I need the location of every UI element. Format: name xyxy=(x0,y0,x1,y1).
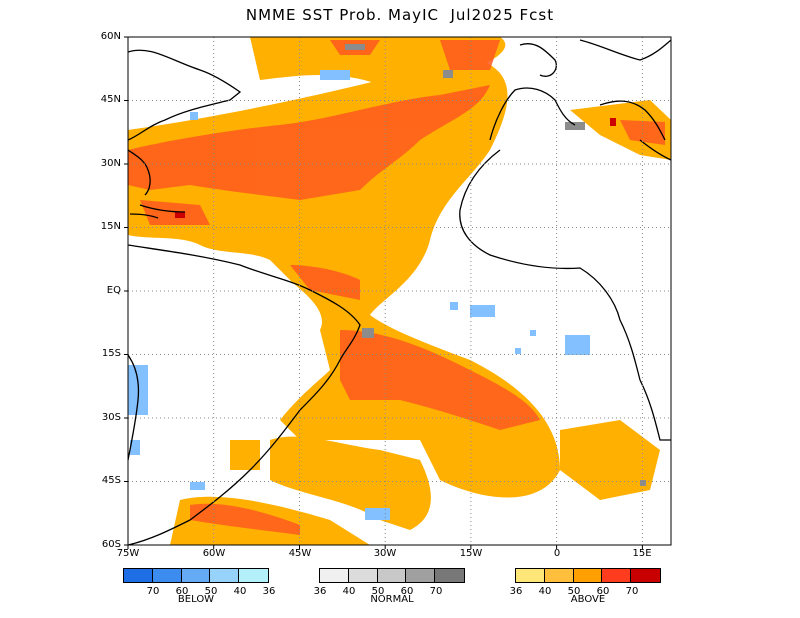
lon-label: 30W xyxy=(373,548,397,559)
legend-swatch xyxy=(348,569,378,582)
lat-label: 30N xyxy=(100,158,121,169)
legend-swatch xyxy=(631,569,660,582)
legend-above-ticks: 36 40 50 60 70 xyxy=(510,586,661,598)
legend-above-caption: ABOVE xyxy=(570,594,606,605)
above-70-cells xyxy=(175,118,616,218)
legend-tick: 40 xyxy=(342,586,356,597)
legend-tick: 36 xyxy=(262,586,276,597)
legend-tick: 50 xyxy=(204,586,218,597)
lon-label: 15W xyxy=(459,548,483,559)
lat-label: 45S xyxy=(101,475,121,486)
legend-above: 36 40 50 60 70 ABOVE xyxy=(510,568,661,605)
legend-normal: 36 40 50 60 70 NORMAL xyxy=(314,568,465,605)
legend-normal-caption: NORMAL xyxy=(370,594,414,605)
legend-tick: 70 xyxy=(146,586,160,597)
lat-label: 60S xyxy=(101,539,121,550)
legend-swatch xyxy=(239,569,268,582)
legend-swatch xyxy=(573,569,603,582)
legend-swatch xyxy=(210,569,240,582)
legend-tick: 36 xyxy=(509,586,523,597)
legend-below-caption: BELOW xyxy=(177,594,215,605)
axis-ticks xyxy=(124,36,643,549)
legend-swatch xyxy=(544,569,574,582)
legend-swatch xyxy=(181,569,211,582)
lon-label: 0 xyxy=(553,548,561,559)
legend-below-swatches xyxy=(123,568,269,583)
legend-tick: 50 xyxy=(371,586,385,597)
land-outlines xyxy=(128,39,671,545)
legend-tick: 36 xyxy=(313,586,327,597)
lon-label: 45W xyxy=(288,548,312,559)
lat-label: 60N xyxy=(100,31,121,42)
legend-tick: 70 xyxy=(429,586,443,597)
legend-tick: 60 xyxy=(400,586,414,597)
legend-normal-ticks: 36 40 50 60 70 xyxy=(314,586,465,598)
lat-label: 45N xyxy=(100,94,121,105)
lat-label: 30S xyxy=(101,412,121,423)
lon-label: 60W xyxy=(202,548,226,559)
lat-label: 15N xyxy=(100,221,121,232)
lat-label: 15S xyxy=(101,348,121,359)
legend-swatch xyxy=(516,569,545,582)
legend-below-ticks: 70 60 50 40 36 xyxy=(123,586,276,598)
legend-swatch xyxy=(124,569,153,582)
legend-tick: 40 xyxy=(233,586,247,597)
legend-swatch xyxy=(435,569,464,582)
legend-tick: 40 xyxy=(538,586,552,597)
above-60-region xyxy=(128,40,665,535)
legend-swatch xyxy=(406,569,436,582)
grid-lines xyxy=(128,37,671,545)
legend-normal-swatches xyxy=(319,568,465,583)
legend-tick: 60 xyxy=(596,586,610,597)
legend-below: 70 60 50 40 36 BELOW xyxy=(123,568,276,605)
legend-swatch xyxy=(152,569,182,582)
normal-cells xyxy=(345,44,646,486)
legend-above-swatches xyxy=(515,568,661,583)
legend-tick: 60 xyxy=(175,586,189,597)
legend-swatch xyxy=(377,569,407,582)
map-title: NMME SST Prob. MayIC Jul2025 Fcst xyxy=(245,6,555,24)
legend-tick: 70 xyxy=(625,586,639,597)
legend-swatch xyxy=(602,569,632,582)
lon-label: 75W xyxy=(116,548,140,559)
lon-label: 15E xyxy=(632,548,652,559)
lat-label: EQ xyxy=(106,285,121,296)
legend-swatch xyxy=(320,569,349,582)
legend-tick: 50 xyxy=(567,586,581,597)
